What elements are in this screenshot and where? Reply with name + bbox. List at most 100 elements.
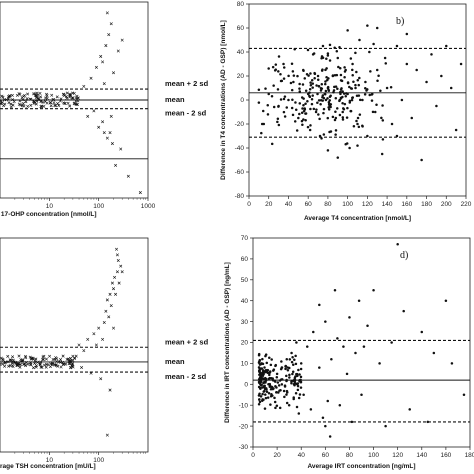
x-axis-label-d: Average IRT concentration [ng/mL] <box>307 463 415 470</box>
data-point-a <box>114 164 117 167</box>
data-point-d <box>258 361 261 364</box>
data-point-b <box>415 69 418 72</box>
data-point-d <box>296 375 299 378</box>
plot-frame-d <box>253 238 470 447</box>
data-point-d <box>300 376 303 379</box>
data-point-a <box>43 105 46 108</box>
data-point-d <box>300 386 303 389</box>
data-point-a <box>139 191 142 194</box>
data-point-b <box>305 89 308 92</box>
data-point-b <box>319 135 322 138</box>
data-point-d <box>284 368 287 371</box>
data-point-a <box>99 55 102 58</box>
data-point-d <box>286 366 289 369</box>
data-point-d <box>260 363 263 366</box>
data-point-d <box>295 363 298 366</box>
data-point-b <box>321 87 324 90</box>
data-point-c <box>119 265 122 268</box>
data-point-b <box>384 57 387 60</box>
data-point-b <box>299 90 302 93</box>
data-point-b <box>396 45 399 48</box>
y-tick-label-b: -80 <box>235 193 245 200</box>
data-point-d <box>358 299 361 302</box>
data-point-b <box>304 119 307 122</box>
data-point-d <box>291 361 294 364</box>
data-point-b <box>283 111 286 114</box>
data-point-b <box>324 83 327 86</box>
data-point-b <box>294 120 297 123</box>
data-point-d <box>289 358 292 361</box>
data-point-d <box>408 408 411 411</box>
data-point-a <box>109 131 112 134</box>
data-point-b <box>420 159 423 162</box>
data-point-d <box>284 384 287 387</box>
data-point-b <box>279 73 282 76</box>
data-point-b <box>345 95 348 98</box>
data-point-d <box>351 421 354 424</box>
data-point-b <box>339 93 342 96</box>
data-point-b <box>358 84 361 87</box>
data-point-b <box>328 108 331 111</box>
data-point-d <box>463 394 466 397</box>
data-point-b <box>304 108 307 111</box>
data-point-d <box>294 379 297 382</box>
data-point-d <box>270 388 273 391</box>
legend-lower-c: mean - 2 sd <box>165 372 207 381</box>
data-point-b <box>336 50 339 53</box>
data-point-d <box>293 358 296 361</box>
data-point-b <box>302 118 305 121</box>
data-point-b <box>372 111 375 114</box>
data-point-b <box>349 110 352 113</box>
y-tick-label-b: -40 <box>235 145 245 152</box>
data-point-b <box>273 106 276 109</box>
data-point-b <box>261 123 264 126</box>
data-point-d <box>298 412 301 415</box>
data-point-b <box>356 123 359 126</box>
data-point-d <box>286 358 289 361</box>
data-point-c <box>49 365 52 368</box>
data-point-d <box>291 356 294 359</box>
data-point-d <box>266 362 269 365</box>
data-point-b <box>301 124 304 127</box>
data-point-b <box>430 53 433 56</box>
data-point-c <box>2 359 5 362</box>
data-point-d <box>296 406 299 409</box>
data-point-b <box>280 98 283 101</box>
data-point-b <box>337 57 340 60</box>
data-point-d <box>334 289 337 292</box>
x-tick-label-b: 80 <box>324 201 332 208</box>
data-point-d <box>265 378 268 381</box>
data-point-b <box>286 106 289 109</box>
data-point-b <box>327 117 330 120</box>
data-point-a <box>53 104 56 107</box>
data-point-b <box>345 92 348 95</box>
data-point-b <box>339 67 342 70</box>
data-point-b <box>358 126 361 129</box>
data-point-c <box>32 366 35 369</box>
data-point-b <box>371 93 374 96</box>
data-point-d <box>342 345 345 348</box>
data-point-b <box>316 93 319 96</box>
data-point-d <box>286 402 289 405</box>
data-point-b <box>287 75 290 78</box>
data-point-b <box>302 97 305 100</box>
legend-upper-a: mean + 2 sd <box>165 79 209 88</box>
data-point-d <box>445 299 448 302</box>
data-point-b <box>318 85 321 88</box>
data-point-b <box>323 133 326 136</box>
data-point-a <box>21 96 24 99</box>
data-point-b <box>290 82 293 85</box>
data-point-b <box>305 112 308 115</box>
data-point-c <box>113 276 116 279</box>
data-point-a <box>66 92 69 95</box>
y-tick-label-d: 20 <box>241 340 249 347</box>
y-tick-label-d: 30 <box>241 319 249 326</box>
data-point-b <box>335 85 338 88</box>
y-tick-label-b: -60 <box>235 169 245 176</box>
data-point-c <box>93 332 96 335</box>
data-point-b <box>336 88 339 91</box>
y-tick-label-d: 50 <box>241 277 249 284</box>
data-point-b <box>329 44 332 47</box>
data-point-b <box>271 143 274 146</box>
data-point-b <box>319 103 322 106</box>
